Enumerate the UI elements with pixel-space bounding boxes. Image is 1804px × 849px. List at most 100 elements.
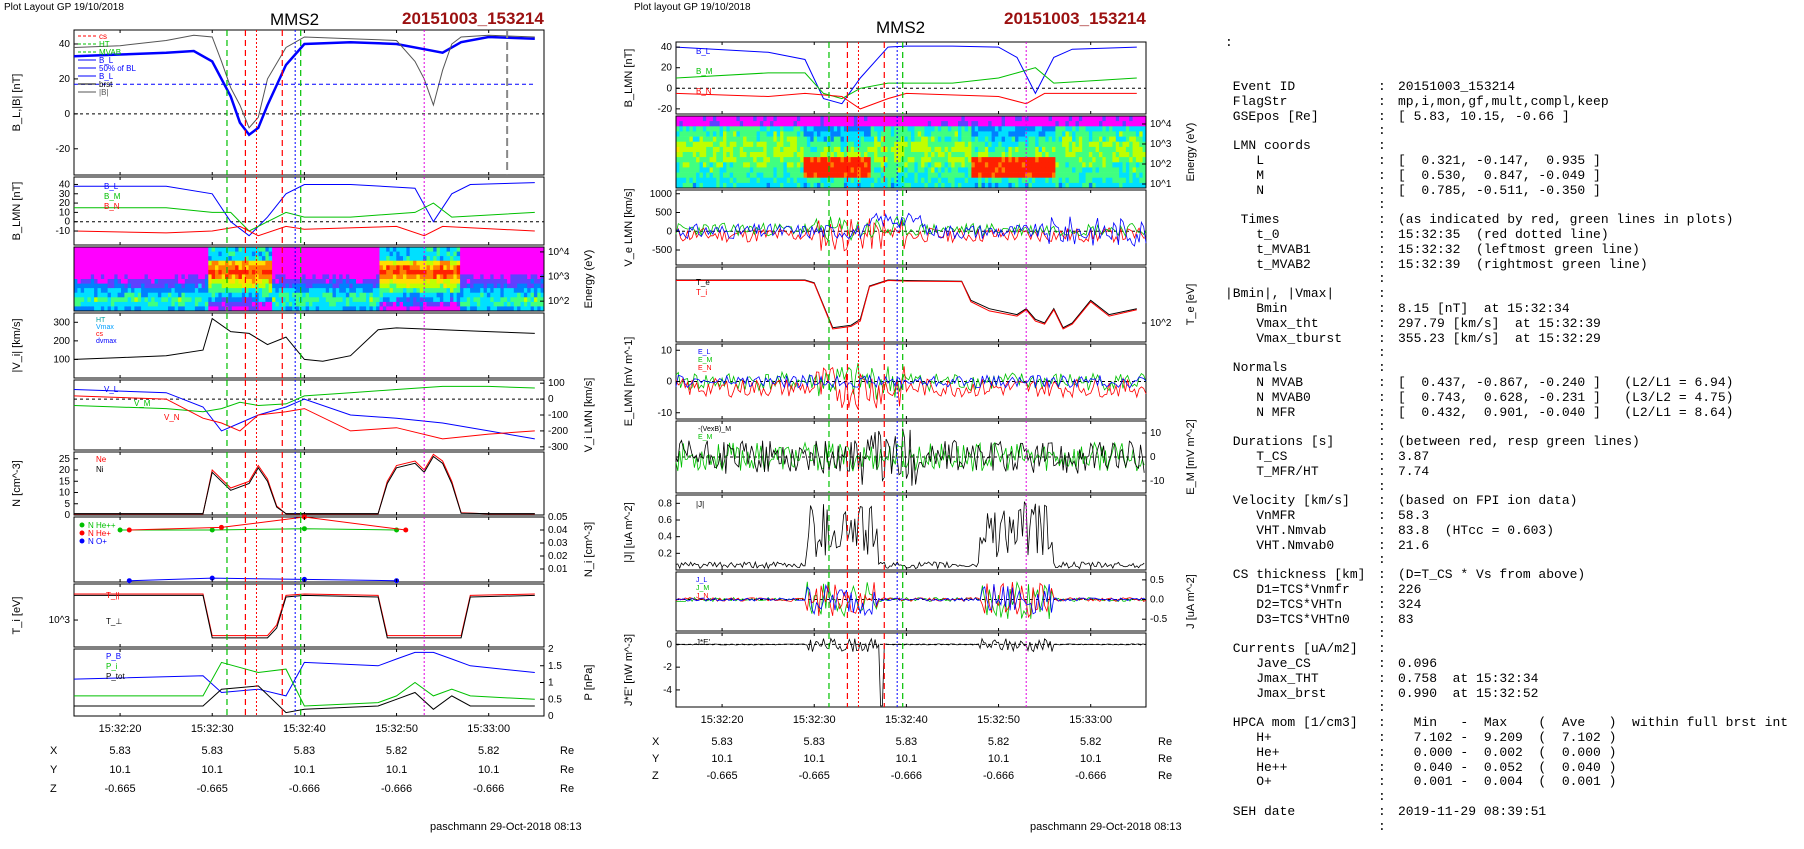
spectrogram-cell	[783, 136, 788, 143]
x-tick-label: 15:32:40	[283, 723, 326, 735]
spectrogram-cell	[144, 256, 149, 262]
spectrogram-cell	[850, 177, 855, 184]
spectrogram-cell	[305, 283, 310, 289]
spectrogram-cell	[1028, 162, 1033, 168]
spectrogram-cell	[894, 157, 898, 163]
spectrogram-cell	[258, 265, 263, 271]
spectrogram-cell	[780, 146, 784, 153]
spectrogram-cell	[298, 283, 303, 289]
y-axis-label: J*E' [nW m^-3]	[623, 634, 635, 706]
spectrogram-cell	[716, 131, 721, 137]
spectrogram-cell	[1065, 116, 1070, 122]
spectrogram-cell	[840, 172, 845, 179]
spectrogram-cell	[944, 146, 949, 153]
spectrogram-cell	[1135, 172, 1140, 179]
spectrogram-cell	[332, 288, 337, 294]
spectrogram-cell	[1001, 182, 1006, 189]
spectrogram-cell	[463, 256, 468, 262]
spectrogram-cell	[1028, 116, 1033, 122]
spectrogram-cell	[389, 306, 394, 312]
spectrogram-cell	[144, 274, 149, 280]
spectrogram-cell	[911, 152, 915, 158]
spectrogram-cell	[958, 121, 962, 127]
spectrogram-cell	[480, 256, 484, 262]
spectrogram-cell	[137, 247, 142, 252]
spectrogram-cell	[211, 256, 216, 262]
spectrogram-cell	[154, 279, 159, 284]
spectrogram-cell	[486, 297, 491, 303]
legend-label: B_L	[99, 56, 114, 65]
spectrogram-cell	[702, 121, 707, 127]
spectrogram-cell	[527, 301, 531, 307]
spectrogram-cell	[857, 131, 862, 137]
spectrogram-cell	[450, 292, 454, 298]
spectrogram-cell	[1075, 116, 1080, 122]
spectrogram-cell	[870, 146, 875, 153]
spectrogram-cell	[1125, 121, 1130, 127]
spectrogram-cell	[168, 269, 172, 275]
spectrogram-cell	[181, 260, 186, 266]
legend-label: B_N	[696, 87, 712, 96]
spectrogram-cell	[759, 131, 764, 137]
spectrogram-cell	[964, 167, 969, 173]
series-line-t-e	[676, 279, 1137, 329]
spectrogram-cell	[332, 256, 337, 262]
legend-label: cs	[96, 331, 104, 338]
spectrogram-cell	[1082, 126, 1086, 132]
spectrogram-cell	[800, 172, 804, 179]
spectrogram-cell	[497, 251, 501, 257]
spectrogram-cell	[810, 136, 815, 143]
spectrogram-cell	[329, 265, 333, 271]
spectrogram-cell	[823, 116, 828, 122]
spectrogram-cell	[1072, 146, 1076, 153]
spectrogram-cell	[1005, 141, 1009, 148]
spectrogram-cell	[164, 292, 169, 298]
spectrogram-cell	[914, 152, 919, 158]
spectrogram-cell	[366, 269, 370, 275]
info-row: Normals:	[1225, 360, 1800, 376]
spectrogram-cell	[1068, 177, 1073, 184]
spectrogram-cell	[817, 116, 821, 122]
spectrogram-cell	[1048, 126, 1053, 132]
spectrogram-cell	[517, 283, 521, 289]
spectrogram-cell	[1001, 157, 1006, 163]
spectrogram-cell	[527, 288, 531, 294]
spectrogram-cell	[275, 292, 280, 298]
spectrogram-cell	[884, 157, 888, 163]
spectrogram-cell	[907, 162, 912, 168]
spectrogram-cell	[810, 167, 815, 173]
spectrogram-cell	[756, 152, 761, 158]
spectrogram-cell	[958, 157, 962, 163]
spectrogram-cell	[211, 265, 216, 271]
spectrogram-cell	[80, 297, 85, 303]
info-separator: :	[1378, 360, 1386, 376]
spectrogram-cell	[1115, 162, 1120, 168]
spectrogram-cell	[510, 274, 515, 280]
spectrogram-cell	[221, 301, 226, 307]
spectrogram-cell	[77, 301, 82, 307]
spectrogram-cell	[1095, 116, 1100, 122]
spectrogram-cell	[1062, 172, 1066, 179]
spectrogram-cell	[1031, 141, 1036, 148]
spectrogram-cell	[971, 126, 976, 132]
spectrogram-cell	[823, 136, 828, 143]
spectrogram-cell	[268, 274, 273, 280]
spectrogram-cell	[87, 279, 92, 284]
y-tick-label: 0.5	[548, 694, 562, 705]
spectrogram-cell	[1045, 157, 1050, 163]
spectrogram-cell	[971, 136, 976, 143]
spectrogram-cell	[833, 126, 838, 132]
spectrogram-cell	[991, 162, 996, 168]
x-tick-label: 15:33:00	[1069, 714, 1112, 726]
spectrogram-cell	[476, 306, 481, 312]
spectrogram-cell	[94, 297, 98, 303]
spectrogram-cell	[1132, 116, 1137, 122]
spectrogram-cell	[262, 306, 266, 312]
spectrogram-cell	[686, 167, 690, 173]
spectrogram-cell	[978, 141, 982, 148]
spectrogram-cell	[342, 265, 347, 271]
spectrogram-cell	[1021, 131, 1026, 137]
spectrogram-cell	[292, 247, 296, 252]
spectrogram-cell	[436, 269, 441, 275]
spectrogram-cell	[941, 167, 945, 173]
